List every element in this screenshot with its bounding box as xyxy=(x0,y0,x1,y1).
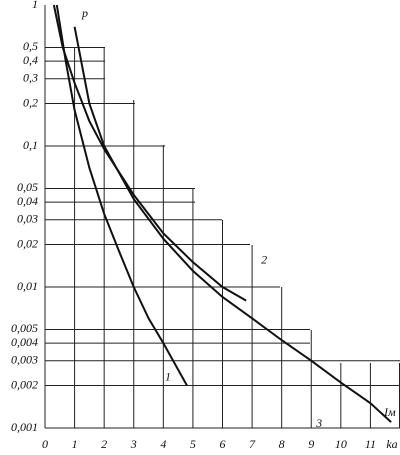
x-tick-label: 3 xyxy=(130,437,137,451)
y-tick-label: 1 xyxy=(32,0,38,11)
annotation: Iм xyxy=(383,405,396,419)
y-tick-label: 0,01 xyxy=(17,279,38,293)
y-tick-label: 0,001 xyxy=(11,420,38,434)
y-tick-label: 0,3 xyxy=(23,70,38,84)
x-tick-label: 1 xyxy=(72,437,78,451)
curve-label: 2 xyxy=(261,252,267,266)
x-tick-label: 10 xyxy=(335,437,347,451)
y-tick-label: 0,05 xyxy=(17,180,38,194)
y-tick-label: 0,003 xyxy=(11,352,38,366)
y-tick-label: 0,1 xyxy=(23,138,38,152)
x-tick-label: 8 xyxy=(279,437,285,451)
y-tick-label: 0,04 xyxy=(17,194,38,208)
x-tick-label: 6 xyxy=(220,437,226,451)
x-tick-label: 5 xyxy=(190,437,196,451)
curve xyxy=(52,4,247,302)
y-tick-label: 0,005 xyxy=(11,321,38,335)
y-tick-label: 0,5 xyxy=(23,39,38,53)
y-tick-label: 0,02 xyxy=(17,236,38,250)
curve xyxy=(73,26,392,423)
x-tick-label: 7 xyxy=(249,437,256,451)
y-tick-label: 0,2 xyxy=(23,95,38,109)
y-tick-label: 0,004 xyxy=(11,335,38,349)
curve-label: 1 xyxy=(165,369,171,383)
x-axis-label: ka xyxy=(386,437,397,451)
y-axis-label: p xyxy=(81,6,88,20)
curve-label: 3 xyxy=(315,416,322,430)
x-tick-label: 0 xyxy=(42,437,48,451)
x-tick-label: 11 xyxy=(365,437,376,451)
y-tick-label: 0,03 xyxy=(17,211,38,225)
x-tick-label: 2 xyxy=(101,437,107,451)
y-tick-label: 0,002 xyxy=(11,377,38,391)
curve xyxy=(55,4,188,387)
x-tick-label: 4 xyxy=(160,437,166,451)
x-tick-label: 9 xyxy=(308,437,314,451)
y-tick-label: 0,4 xyxy=(23,53,38,67)
